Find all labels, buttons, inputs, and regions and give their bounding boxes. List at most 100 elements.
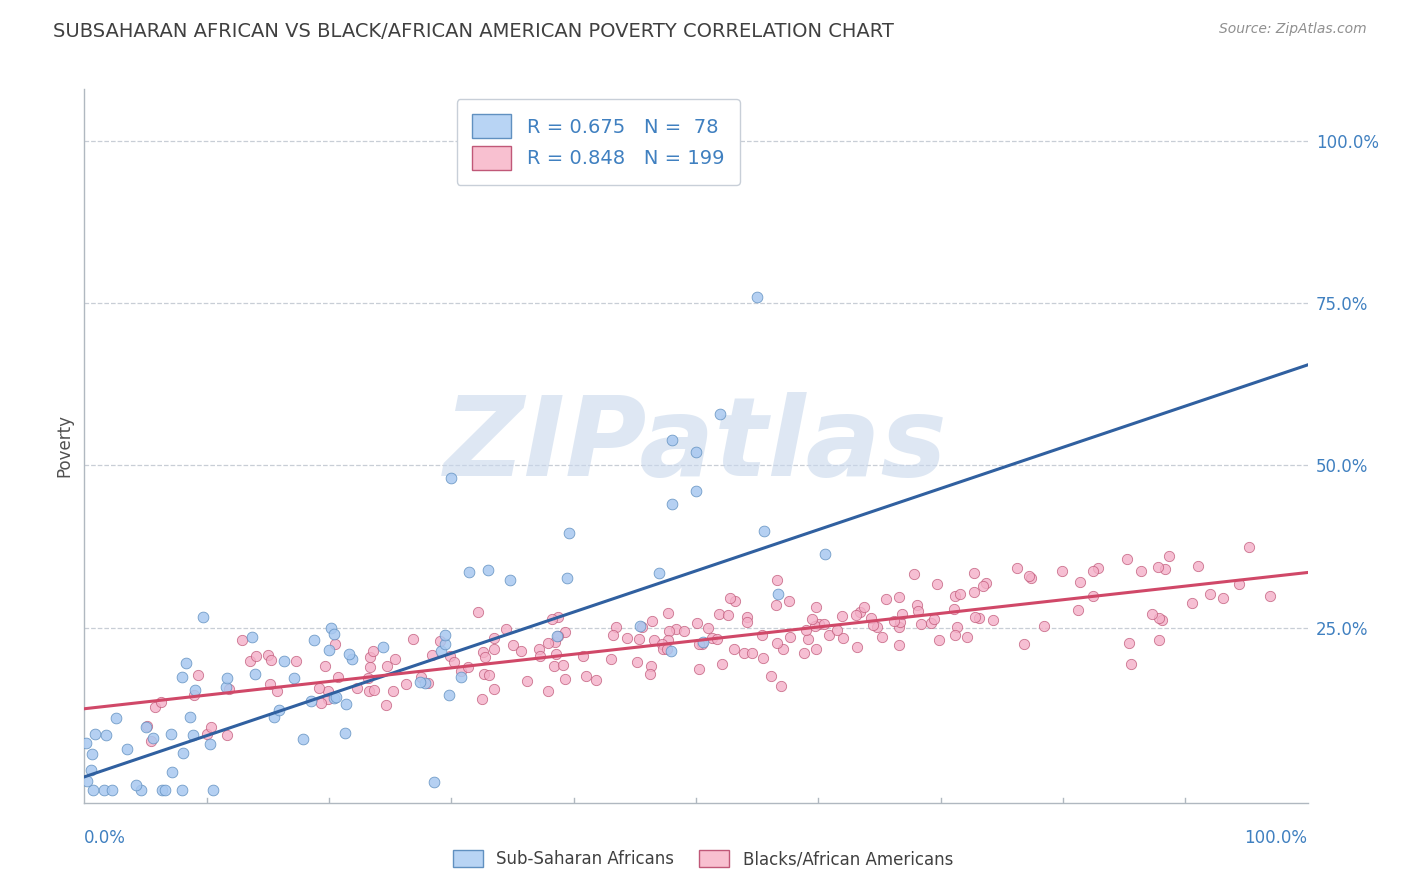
- Point: [76, 774, 98, 789]
- Point: [686, 616, 709, 631]
- Point: [905, 598, 928, 612]
- Point: [357, 671, 380, 685]
- Point: [361, 644, 384, 658]
- Point: [735, 610, 758, 624]
- Text: SUBSAHARAN AFRICAN VS BLACK/AFRICAN AMERICAN POVERTY CORRELATION CHART: SUBSAHARAN AFRICAN VS BLACK/AFRICAN AMER…: [53, 22, 894, 41]
- Point: [135, 720, 157, 734]
- Point: [1187, 558, 1209, 573]
- Point: [1069, 575, 1091, 590]
- Point: [375, 659, 398, 673]
- Point: [845, 607, 868, 622]
- Point: [238, 654, 260, 668]
- Point: [467, 606, 489, 620]
- Point: [797, 632, 820, 646]
- Point: [1019, 572, 1042, 586]
- Point: [558, 526, 581, 541]
- Point: [688, 662, 710, 676]
- Point: [245, 648, 267, 663]
- Point: [652, 641, 675, 656]
- Point: [259, 676, 281, 690]
- Point: [661, 433, 683, 447]
- Point: [818, 627, 841, 641]
- Point: [537, 684, 560, 698]
- Point: [434, 628, 457, 642]
- Legend: Sub-Saharan Africans, Blacks/African Americans: Sub-Saharan Africans, Blacks/African Ame…: [446, 843, 960, 875]
- Point: [499, 573, 522, 587]
- Point: [717, 608, 740, 623]
- Point: [889, 638, 911, 652]
- Point: [1129, 564, 1152, 578]
- Point: [124, 778, 146, 792]
- Point: [482, 641, 505, 656]
- Point: [862, 618, 884, 632]
- Point: [346, 681, 368, 695]
- Point: [707, 607, 730, 621]
- Point: [853, 599, 876, 614]
- Point: [149, 695, 172, 709]
- Point: [325, 690, 347, 704]
- Point: [374, 698, 396, 713]
- Point: [217, 671, 239, 685]
- Point: [640, 614, 662, 628]
- Point: [814, 547, 837, 561]
- Point: [849, 605, 872, 619]
- Point: [322, 691, 344, 706]
- Point: [600, 652, 623, 666]
- Point: [413, 675, 436, 690]
- Point: [395, 677, 418, 691]
- Point: [263, 710, 285, 724]
- Point: [319, 621, 342, 635]
- Point: [779, 630, 801, 644]
- Point: [1147, 632, 1170, 647]
- Point: [602, 628, 624, 642]
- Text: 100.0%: 100.0%: [1244, 829, 1308, 847]
- Point: [890, 607, 912, 621]
- Point: [273, 654, 295, 668]
- Point: [1050, 564, 1073, 578]
- Point: [1159, 549, 1181, 563]
- Point: [184, 683, 207, 698]
- Point: [141, 731, 163, 745]
- Point: [544, 634, 567, 648]
- Point: [439, 688, 461, 702]
- Point: [723, 642, 745, 657]
- Point: [443, 655, 465, 669]
- Point: [832, 632, 855, 646]
- Point: [322, 627, 344, 641]
- Point: [472, 644, 495, 658]
- Point: [804, 619, 827, 633]
- Point: [153, 782, 176, 797]
- Point: [846, 640, 869, 654]
- Point: [883, 614, 905, 628]
- Point: [1212, 591, 1234, 605]
- Point: [949, 587, 972, 601]
- Point: [692, 634, 714, 648]
- Point: [626, 655, 648, 669]
- Point: [554, 673, 576, 687]
- Point: [516, 673, 538, 688]
- Point: [870, 630, 893, 644]
- Point: [450, 670, 472, 684]
- Point: [80, 763, 103, 777]
- Point: [509, 644, 531, 658]
- Point: [648, 566, 671, 581]
- Point: [401, 632, 423, 646]
- Point: [316, 683, 339, 698]
- Point: [440, 471, 463, 485]
- Point: [965, 610, 987, 624]
- Point: [752, 651, 775, 665]
- Point: [101, 782, 124, 797]
- Point: [1237, 540, 1260, 554]
- Point: [1258, 589, 1281, 603]
- Point: [543, 658, 565, 673]
- Legend: R = 0.675   N =  78, R = 0.848   N = 199: R = 0.675 N = 78, R = 0.848 N = 199: [457, 99, 740, 186]
- Point: [1083, 564, 1105, 578]
- Point: [267, 703, 290, 717]
- Point: [458, 565, 481, 579]
- Point: [651, 637, 673, 651]
- Point: [83, 727, 105, 741]
- Point: [1118, 636, 1140, 650]
- Point: [323, 637, 346, 651]
- Point: [751, 628, 773, 642]
- Point: [537, 636, 560, 650]
